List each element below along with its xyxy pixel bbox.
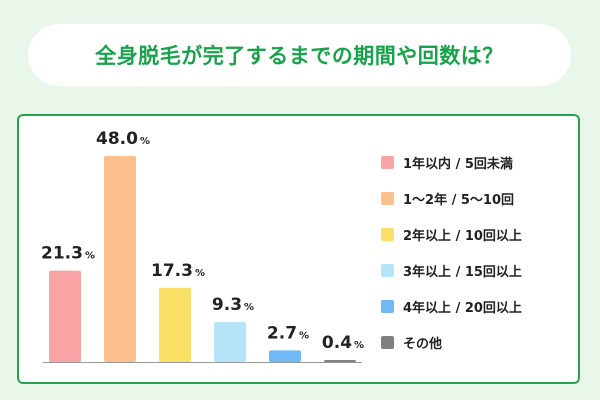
bar-value-number-3: 17.3 — [151, 261, 193, 281]
bar-value-label-1: 21.3% — [41, 244, 95, 264]
bar-value-unit-1: % — [85, 251, 95, 262]
legend-swatch-4 — [381, 263, 394, 277]
legend-item-5: 4年以上 / 20回以上 — [381, 288, 522, 324]
legend-label-5: 4年以上 / 20回以上 — [403, 300, 522, 316]
legend-item-1: 1年以内 / 5回未満 — [381, 144, 522, 180]
bar-value-number-6: 0.4 — [322, 333, 352, 353]
bar-value-number-4: 9.3 — [212, 295, 242, 315]
legend-swatch-2 — [381, 191, 394, 205]
bar-value-label-6: 0.4% — [322, 333, 364, 353]
legend-item-2: 1〜2年 / 5〜10回 — [381, 180, 522, 216]
legend-label-6: その他 — [403, 336, 443, 352]
legend-swatch-5 — [381, 299, 394, 313]
bar-value-number-5: 2.7 — [267, 323, 297, 343]
bar-value-label-3: 17.3% — [151, 261, 205, 281]
bar-1 — [49, 270, 81, 362]
title-banner: 全身脱毛が完了するまでの期間や回数は？ — [28, 24, 571, 86]
legend-label-4: 3年以上 / 15回以上 — [403, 264, 522, 280]
legend-swatch-3 — [381, 227, 394, 241]
bar-chart: 21.3 %48.0 %17.3 %9.3 %2.7% 0.4% — [41, 129, 364, 363]
bar-value-label-2: 48.0% — [96, 129, 150, 149]
bar-value-number-2: 48.0 — [96, 129, 138, 149]
chart-legend: 1年以内 / 5回未満 1〜2年 / 5〜10回 2年以上 / 10回以上 3年以上 … — [381, 144, 522, 360]
bar-value-unit-3: % — [195, 268, 205, 279]
legend-label-1: 1年以内 / 5回未満 — [403, 156, 513, 172]
bar-value-label-4: 9.3% — [212, 295, 254, 315]
bar-value-unit-2: % — [140, 136, 150, 147]
bar-value-unit-6: % — [354, 340, 364, 351]
legend-item-3: 2年以上 / 10回以上 — [381, 216, 522, 252]
bar-3 — [159, 287, 191, 362]
legend-label-3: 2年以上 / 10回以上 — [403, 228, 522, 244]
legend-swatch-1 — [381, 155, 394, 169]
bar-5 — [269, 350, 301, 362]
legend-label-2: 1〜2年 / 5〜10回 — [403, 192, 515, 208]
page-title: 全身脱毛が完了するまでの期間や回数は？ — [95, 44, 504, 68]
legend-item-6: その他 — [381, 324, 522, 360]
chart-card: 21.3% 48.0% 17.3% 9.3% 2.7% 0.4% 1年以内 / 5回未満 1… — [17, 114, 580, 384]
legend-swatch-6 — [381, 335, 394, 349]
legend-item-4: 3年以上 / 15回以上 — [381, 252, 522, 288]
bar-2 — [104, 156, 136, 362]
bar-value-label-5: 2.7% — [267, 323, 309, 343]
bar-value-unit-4: % — [244, 302, 254, 313]
bar-6 — [324, 360, 356, 362]
bar-value-unit-5: % — [299, 330, 309, 341]
bar-4 — [214, 322, 246, 362]
bar-value-number-1: 21.3 — [41, 244, 83, 264]
